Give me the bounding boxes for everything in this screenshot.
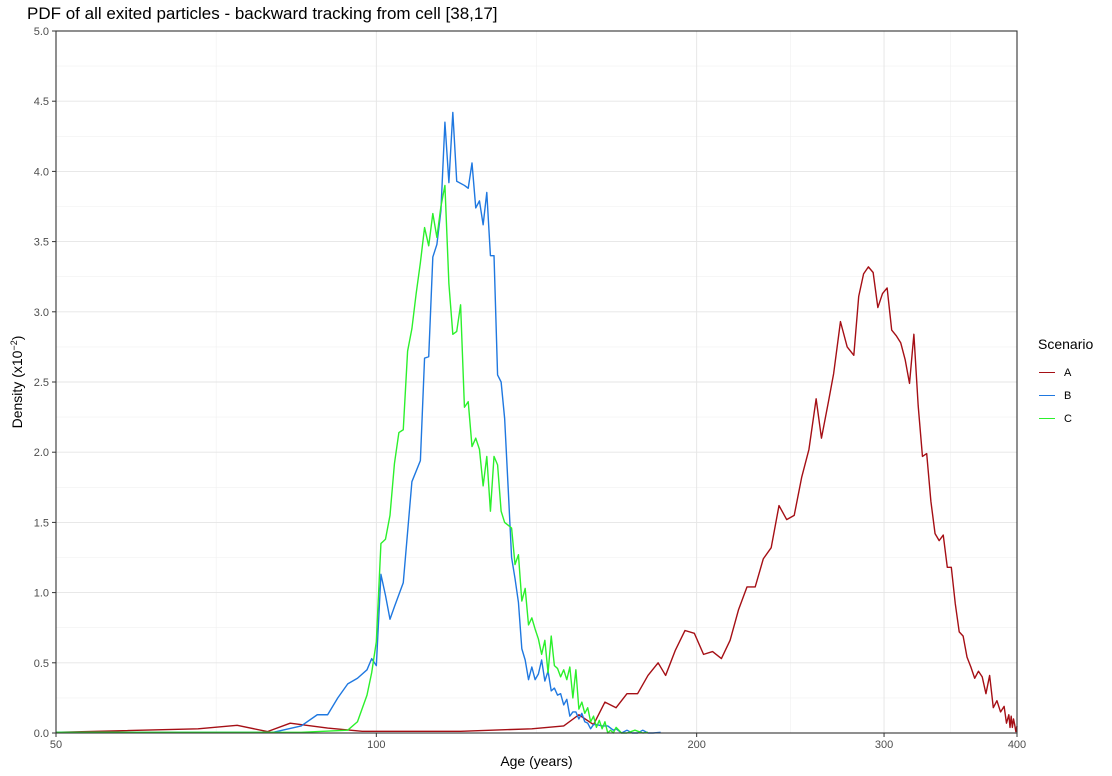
legend-title: Scenario xyxy=(1038,336,1094,352)
y-tick-label: 0.5 xyxy=(34,658,49,670)
y-axis: 0.0 0.5 1.0 1.5 2.0 2.5 3.0 3.5 4.0 4.5 5.0 xyxy=(34,26,56,740)
y-axis-title-close: ) xyxy=(9,336,25,341)
y-axis-title-exponent: −2 xyxy=(9,340,19,350)
x-tick-label: 100 xyxy=(367,739,385,751)
legend-item-a: A xyxy=(1038,361,1093,384)
y-tick-label: 2.0 xyxy=(34,447,49,459)
y-tick-label: 0.0 xyxy=(34,728,49,740)
legend-key xyxy=(1039,371,1055,374)
y-tick-label: 1.5 xyxy=(34,517,49,529)
y-tick-label: 4.0 xyxy=(34,166,49,178)
legend-label: C xyxy=(1064,412,1072,425)
y-tick-label: 2.5 xyxy=(34,377,49,389)
y-axis-title: Density (x10−2) xyxy=(9,336,25,429)
y-tick-label: 4.5 xyxy=(34,96,49,108)
x-tick-label: 50 xyxy=(50,739,62,751)
x-axis: 50 100 200 300 400 xyxy=(50,733,1026,751)
y-tick-label: 1.0 xyxy=(34,588,49,600)
series-line-b xyxy=(56,111,661,734)
legend-label: A xyxy=(1064,366,1072,379)
series-line-c xyxy=(56,184,649,734)
x-tick-label: 200 xyxy=(687,739,705,751)
legend-key xyxy=(1039,417,1055,420)
x-tick-label: 300 xyxy=(875,739,893,751)
x-tick-label: 400 xyxy=(1008,739,1026,751)
legend-item-b: B xyxy=(1038,384,1093,407)
x-axis-title: Age (years) xyxy=(500,753,572,769)
legend-label: B xyxy=(1064,389,1072,402)
y-tick-label: 3.0 xyxy=(34,307,49,319)
legend-key xyxy=(1039,394,1055,397)
series-lines xyxy=(55,111,1018,734)
series-line-a xyxy=(55,266,1018,733)
y-tick-label: 5.0 xyxy=(34,26,49,38)
chart-title: PDF of all exited particles - backward t… xyxy=(27,4,498,23)
y-axis-title-main: Density (x10 xyxy=(9,350,25,428)
y-tick-label: 3.5 xyxy=(34,237,49,249)
legend-item-c: C xyxy=(1038,407,1093,430)
